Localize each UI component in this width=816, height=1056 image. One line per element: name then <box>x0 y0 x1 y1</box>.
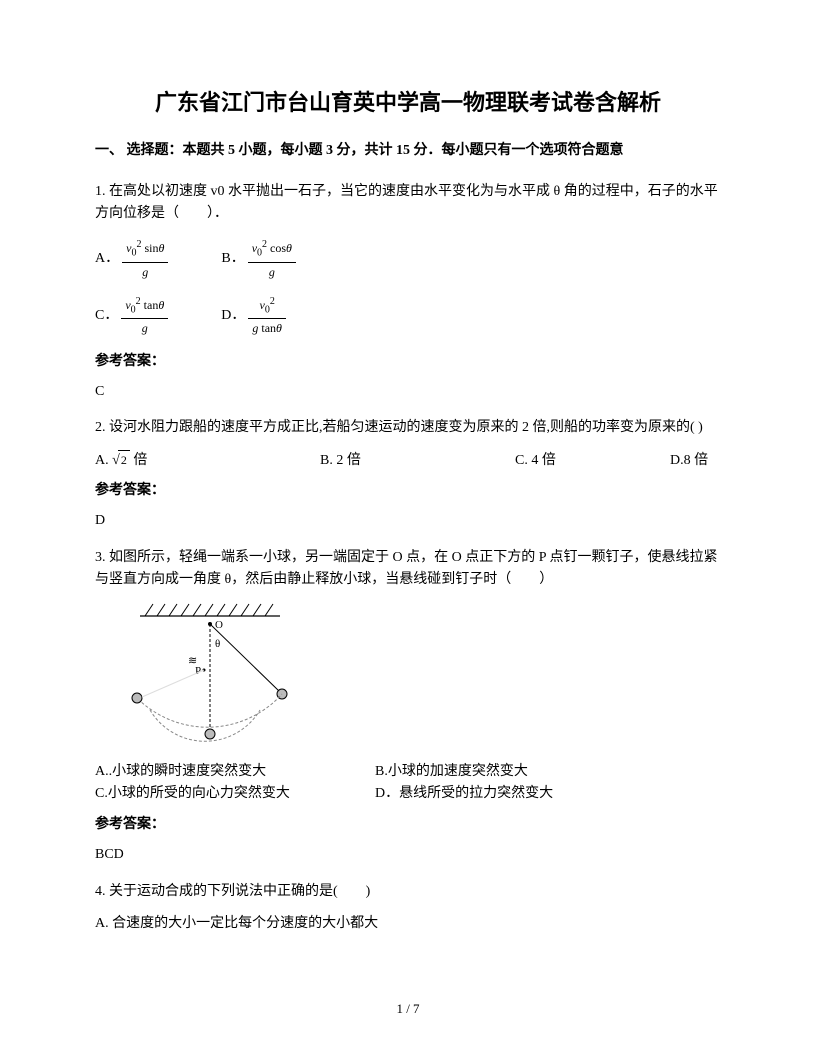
q3-choice-d: D．悬线所受的拉力突然变大 <box>375 783 553 805</box>
q2-choice-a: A. 2 倍 <box>95 450 320 472</box>
q3-diagram: O θ ≋ P <box>115 602 721 755</box>
q1-a-formula: v02 sinθ g <box>122 237 168 282</box>
svg-text:O: O <box>215 619 223 631</box>
q2-answer-label: 参考答案： <box>95 480 721 502</box>
svg-text:P: P <box>195 665 201 677</box>
q2-choice-b: B. 2 倍 <box>320 450 515 472</box>
q3-choice-c: C.小球的所受的向心力突然变大 <box>95 783 375 805</box>
q3-answer: BCD <box>95 844 721 866</box>
q3-text: 3. 如图所示，轻绳一端系一小球，另一端固定于 O 点，在 O 点正下方的 P … <box>95 547 721 592</box>
q1-choice-d: D． v02 g tanθ <box>221 294 289 339</box>
q1-b-formula: v02 cosθ g <box>248 237 296 282</box>
q1-c-label: C． <box>95 305 118 327</box>
q4-text: 4. 关于运动合成的下列说法中正确的是( ) <box>95 881 721 903</box>
q2-choice-d: D.8 倍 <box>670 450 708 472</box>
svg-text:θ: θ <box>215 638 220 650</box>
page-title: 广东省江门市台山育英中学高一物理联考试卷含解析 <box>95 85 721 120</box>
q3-choice-b: B.小球的加速度突然变大 <box>375 761 528 783</box>
q1-choices-row1: A． v02 sinθ g B． v02 cosθ g <box>95 237 721 282</box>
q1-a-label: A． <box>95 248 119 270</box>
q1-choice-c: C． v02 tanθ g <box>95 294 171 339</box>
q2-choice-c: C. 4 倍 <box>515 450 670 472</box>
q1-answer-label: 参考答案： <box>95 351 721 373</box>
question-1: 1. 在高处以初速度 v0 水平抛出一石子，当它的速度由水平变化为与水平成 θ … <box>95 181 721 404</box>
page-number: 1 / 7 <box>0 999 816 1020</box>
q2-choices: A. 2 倍 B. 2 倍 C. 4 倍 D.8 倍 <box>95 450 721 472</box>
q2-text: 2. 设河水阻力跟船的速度平方成正比,若船匀速运动的速度变为原来的 2 倍,则船… <box>95 417 721 439</box>
q1-d-label: D． <box>221 305 245 327</box>
section-header: 一、 选择题：本题共 5 小题，每小题 3 分，共计 15 分．每小题只有一个选… <box>95 140 721 162</box>
q1-c-formula: v02 tanθ g <box>121 294 168 339</box>
q1-choice-b: B． v02 cosθ g <box>221 237 299 282</box>
q1-d-formula: v02 g tanθ <box>248 294 286 339</box>
q3-choices: A..小球的瞬时速度突然变大 B.小球的加速度突然变大 C.小球的所受的向心力突… <box>95 761 721 806</box>
q1-choice-a: A． v02 sinθ g <box>95 237 171 282</box>
question-4: 4. 关于运动合成的下列说法中正确的是( ) A. 合速度的大小一定比每个分速度… <box>95 881 721 936</box>
q4-choice-a: A. 合速度的大小一定比每个分速度的大小都大 <box>95 913 721 935</box>
q3-choice-a: A..小球的瞬时速度突然变大 <box>95 761 375 783</box>
q1-b-label: B． <box>221 248 244 270</box>
q3-answer-label: 参考答案： <box>95 814 721 836</box>
q2-answer: D <box>95 510 721 532</box>
question-3: 3. 如图所示，轻绳一端系一小球，另一端固定于 O 点，在 O 点正下方的 P … <box>95 547 721 867</box>
q1-text: 1. 在高处以初速度 v0 水平抛出一石子，当它的速度由水平变化为与水平成 θ … <box>95 181 721 226</box>
q1-answer: C <box>95 381 721 403</box>
question-2: 2. 设河水阻力跟船的速度平方成正比,若船匀速运动的速度变为原来的 2 倍,则船… <box>95 417 721 533</box>
q1-choices-row2: C． v02 tanθ g D． v02 g tanθ <box>95 294 721 339</box>
